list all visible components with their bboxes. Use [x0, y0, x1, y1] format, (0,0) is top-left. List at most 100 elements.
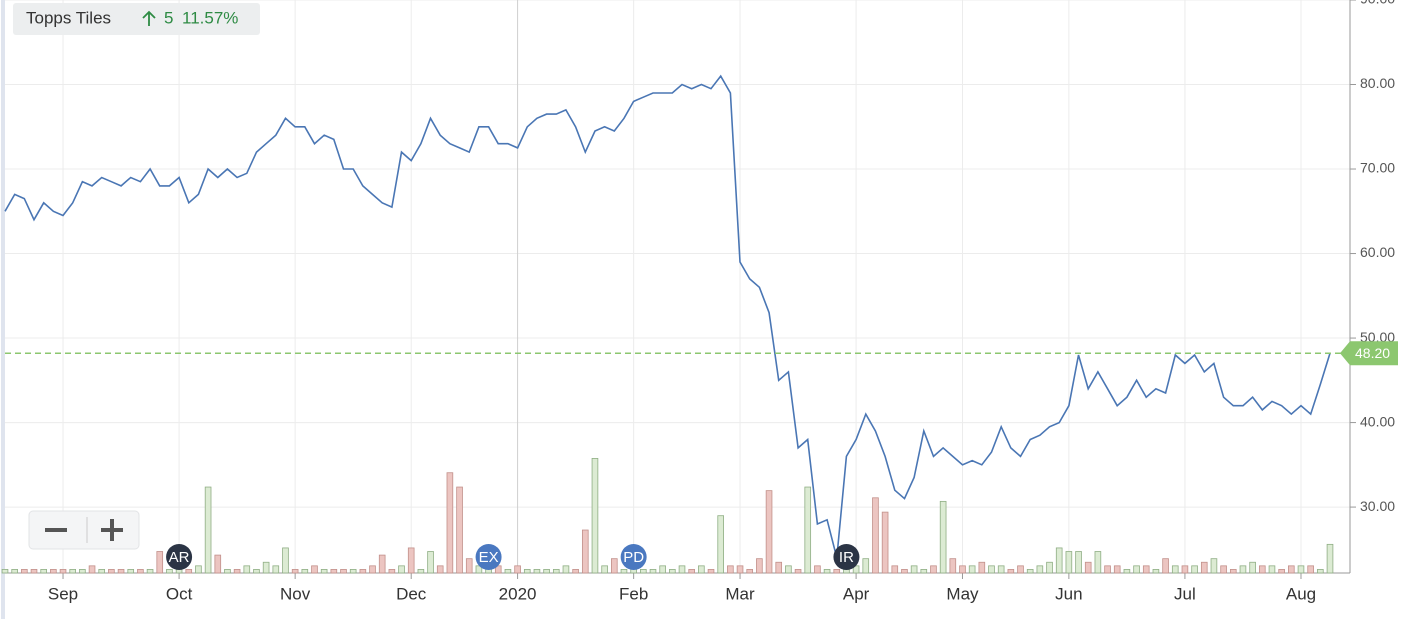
volume-bar	[1210, 558, 1218, 574]
volume-bar	[543, 569, 550, 574]
volume-bar	[746, 569, 754, 574]
current-price-label: 48.20	[1355, 345, 1390, 361]
x-tick-label: Aug	[1286, 584, 1316, 603]
volume-bar	[311, 565, 318, 574]
volume-bar	[939, 500, 947, 574]
x-tick-label: Apr	[843, 584, 870, 603]
event-marker	[475, 544, 502, 570]
volume-bar	[156, 551, 164, 574]
volume-bar	[88, 565, 96, 574]
volume-bar	[1142, 565, 1150, 574]
volume-bar	[640, 569, 647, 574]
up-arrow	[142, 10, 156, 26]
volume-bar	[959, 565, 966, 574]
volume-bar	[1171, 565, 1179, 574]
volume-bar	[11, 569, 18, 574]
volume-bar	[659, 565, 666, 574]
y-tick-label: 70.00	[1360, 160, 1395, 176]
x-tick-label: Dec	[396, 584, 427, 603]
volume-bar	[920, 569, 928, 574]
volume-bar	[1007, 569, 1015, 574]
volume-bar	[282, 547, 289, 574]
volume-bar	[320, 569, 328, 574]
event-marker	[833, 544, 860, 570]
volume-bar	[756, 558, 763, 574]
volume-bar	[388, 569, 396, 574]
volume-bar	[166, 569, 173, 574]
volume-bar	[465, 558, 473, 574]
x-tick-label: Jul	[1174, 584, 1196, 603]
volume-bar	[214, 554, 222, 574]
y-tick-label: 60.00	[1360, 244, 1395, 260]
volume-bar	[669, 569, 676, 574]
volume-bar	[833, 569, 841, 574]
volume-bar	[40, 569, 47, 574]
price-line	[4, 74, 1331, 558]
volume-bar	[359, 569, 367, 574]
volume-bar	[146, 569, 154, 574]
volume-bar	[330, 569, 338, 574]
volume-bar	[262, 561, 270, 574]
y-tick-label: 90.00	[1360, 0, 1395, 7]
x-tick-label: Nov	[280, 584, 311, 603]
volume-bar	[862, 558, 870, 574]
volume-bar	[978, 561, 986, 574]
volume-bar	[804, 486, 812, 574]
volume-bar	[1017, 565, 1024, 574]
volume-bar	[1065, 551, 1073, 574]
event-label: EX	[479, 549, 499, 566]
volume-bar	[688, 569, 695, 574]
volume-bar	[1094, 551, 1102, 574]
volume-bar	[852, 565, 860, 574]
volume-bar	[591, 457, 599, 574]
volume-bar	[562, 565, 570, 574]
volume-bar	[1113, 565, 1121, 574]
header-change: 5	[164, 8, 173, 27]
header-title: Topps Tiles	[26, 8, 111, 27]
volume-bar	[1317, 569, 1324, 574]
volume-bar	[1036, 565, 1044, 574]
header-change-percent: 11.57%	[182, 8, 238, 27]
volume-bar	[436, 565, 444, 574]
x-tick-label: Feb	[619, 584, 648, 603]
volume-bar	[30, 569, 38, 574]
header-bg	[13, 3, 260, 35]
volume-bar	[21, 569, 28, 574]
volume-bar	[1220, 565, 1227, 574]
volume-bar	[1307, 565, 1314, 574]
volume-bar	[1123, 569, 1131, 574]
volume-bar	[224, 569, 231, 574]
volume-bar	[1075, 551, 1082, 574]
volume-bar	[814, 565, 821, 574]
volume-bar	[195, 565, 202, 574]
volume-bar	[872, 497, 879, 574]
volume-bar	[523, 569, 531, 574]
y-tick-label: 30.00	[1360, 498, 1395, 514]
zoom-in[interactable]	[101, 519, 123, 541]
volume-bar	[1278, 569, 1285, 574]
volume-bar	[1288, 565, 1295, 574]
x-tick-label: Jun	[1055, 584, 1082, 603]
volume-bar	[930, 565, 937, 574]
volume-bar	[910, 565, 918, 574]
volume-bar	[456, 486, 463, 574]
volume-bar	[475, 565, 483, 574]
volume-bar	[1, 569, 9, 574]
y-tick-label: 80.00	[1360, 75, 1395, 91]
volume-bar	[620, 569, 628, 574]
volume-bar	[1239, 565, 1247, 574]
volume-bar	[417, 569, 425, 574]
volume-bar	[601, 565, 608, 574]
x-tick-label: Sep	[48, 584, 78, 603]
volume-bar	[649, 569, 657, 574]
volume-bar	[494, 565, 502, 574]
volume-bar	[707, 569, 715, 574]
volume-bar	[98, 569, 106, 574]
zoom-out[interactable]	[45, 528, 67, 532]
volume-bar	[1162, 558, 1169, 574]
event-label: IR	[839, 549, 854, 566]
volume-bar	[1104, 565, 1111, 574]
volume-bar	[272, 565, 280, 574]
volume-bar	[1181, 565, 1189, 574]
